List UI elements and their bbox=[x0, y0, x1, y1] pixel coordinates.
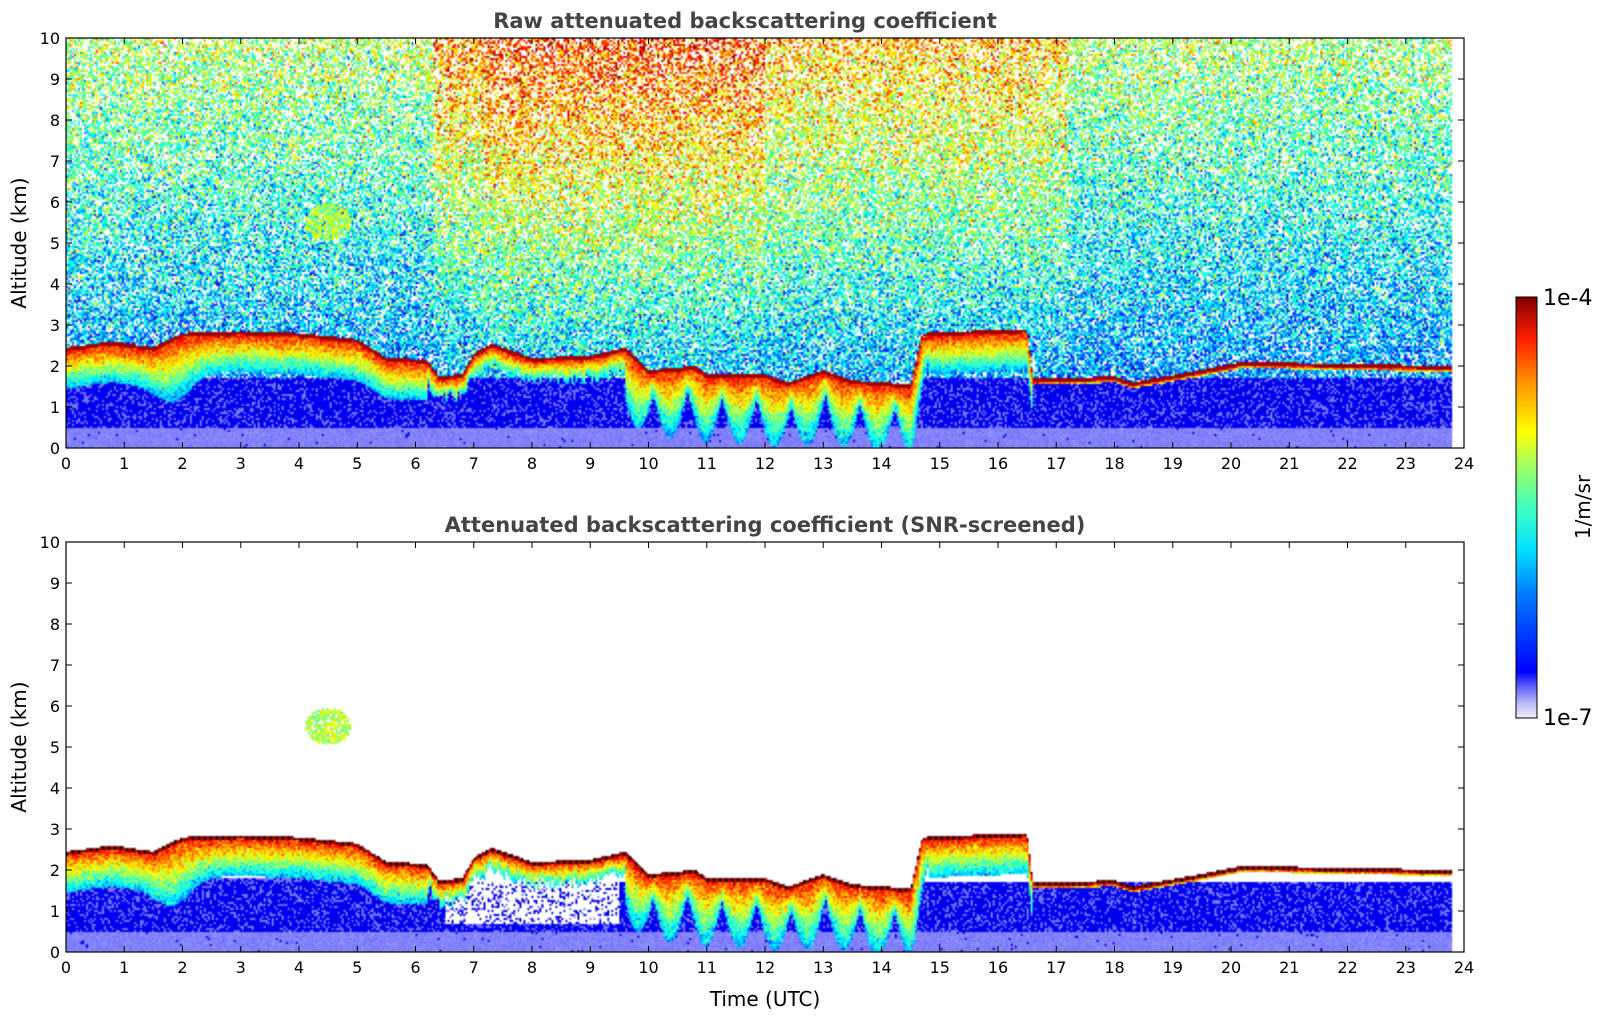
panel-screened: Attenuated backscattering coefficient (S… bbox=[7, 513, 1474, 1011]
colorbar: 1e-4 1e-7 1/m/sr bbox=[1515, 286, 1595, 731]
heatmap-raw bbox=[66, 38, 1464, 448]
x-tick-label: 23 bbox=[1396, 454, 1416, 473]
y-tick-label: 2 bbox=[50, 357, 60, 376]
x-tick-label: 2 bbox=[177, 454, 187, 473]
x-tick-label: 22 bbox=[1337, 958, 1357, 977]
y-tick-label: 6 bbox=[50, 697, 60, 716]
x-tick-label: 16 bbox=[988, 454, 1008, 473]
colorbar-unit-label: 1/m/sr bbox=[1571, 474, 1595, 539]
x-tick-label: 8 bbox=[527, 958, 537, 977]
x-tick-label: 11 bbox=[697, 454, 717, 473]
x-tick-label: 9 bbox=[585, 454, 595, 473]
panel-title-raw: Raw attenuated backscattering coefficien… bbox=[493, 9, 997, 33]
x-tick-label: 9 bbox=[585, 958, 595, 977]
x-tick-label: 19 bbox=[1163, 958, 1183, 977]
x-tick-label: 1 bbox=[119, 958, 129, 977]
heatmap-image-screened bbox=[66, 542, 1464, 952]
x-ticks-screened: 0 1 2 3 4 5 6 7 8 9 10 11 12 13 14 15 16 17 18 19 20 21 22 23 24 bbox=[61, 542, 1474, 977]
y-tick-label: 8 bbox=[50, 111, 60, 130]
y-tick-label: 7 bbox=[50, 152, 60, 171]
y-tick-label: 0 bbox=[50, 439, 60, 458]
x-tick-label: 7 bbox=[469, 454, 479, 473]
y-tick-label: 8 bbox=[50, 615, 60, 634]
x-tick-label: 13 bbox=[813, 454, 833, 473]
heatmap-screened bbox=[66, 542, 1464, 952]
x-tick-label: 8 bbox=[527, 454, 537, 473]
y-tick-label: 9 bbox=[50, 574, 60, 593]
x-tick-label: 14 bbox=[871, 958, 891, 977]
y-tick-label: 2 bbox=[50, 861, 60, 880]
y-tick-label: 6 bbox=[50, 193, 60, 212]
panel-title-screened: Attenuated backscattering coefficient (S… bbox=[445, 513, 1086, 537]
x-tick-label: 1 bbox=[119, 454, 129, 473]
x-tick-label: 12 bbox=[755, 958, 775, 977]
y-tick-label: 10 bbox=[40, 533, 60, 552]
x-tick-label: 5 bbox=[352, 454, 362, 473]
x-tick-label: 22 bbox=[1337, 454, 1357, 473]
x-tick-label: 4 bbox=[294, 454, 304, 473]
colorbar-gradient bbox=[1515, 296, 1538, 719]
x-tick-label: 19 bbox=[1163, 454, 1183, 473]
y-tick-label: 3 bbox=[50, 820, 60, 839]
colorbar-min-label: 1e-7 bbox=[1543, 706, 1592, 731]
x-tick-label: 15 bbox=[930, 958, 950, 977]
y-tick-label: 1 bbox=[50, 902, 60, 921]
y-tick-label: 0 bbox=[50, 943, 60, 962]
x-ticks-raw: 0 1 2 3 4 5 6 7 8 9 10 11 12 13 14 15 16 17 18 19 20 21 22 23 24 bbox=[61, 38, 1474, 473]
colorbar-max-label: 1e-4 bbox=[1543, 286, 1592, 311]
y-tick-label: 1 bbox=[50, 398, 60, 417]
x-tick-label: 13 bbox=[813, 958, 833, 977]
x-tick-label: 18 bbox=[1104, 454, 1124, 473]
x-tick-label: 4 bbox=[294, 958, 304, 977]
x-axis-label-time: Time (UTC) bbox=[709, 987, 821, 1011]
y-tick-label: 9 bbox=[50, 70, 60, 89]
x-tick-label: 6 bbox=[410, 454, 420, 473]
x-tick-label: 7 bbox=[469, 958, 479, 977]
x-tick-label: 24 bbox=[1454, 454, 1474, 473]
y-ticks-raw: 0 1 2 3 4 5 6 7 8 9 10 bbox=[40, 29, 1464, 458]
x-tick-label: 16 bbox=[988, 958, 1008, 977]
x-tick-label: 12 bbox=[755, 454, 775, 473]
x-tick-label: 14 bbox=[871, 454, 891, 473]
x-tick-label: 20 bbox=[1221, 454, 1241, 473]
y-ticks-screened: 0 1 2 3 4 5 6 7 8 9 10 bbox=[40, 533, 1464, 962]
y-tick-label: 10 bbox=[40, 29, 60, 48]
x-tick-label: 24 bbox=[1454, 958, 1474, 977]
x-tick-label: 21 bbox=[1279, 958, 1299, 977]
x-tick-label: 17 bbox=[1046, 958, 1066, 977]
y-tick-label: 4 bbox=[50, 275, 60, 294]
x-tick-label: 0 bbox=[61, 958, 71, 977]
x-tick-label: 17 bbox=[1046, 454, 1066, 473]
x-tick-label: 5 bbox=[352, 958, 362, 977]
x-tick-label: 6 bbox=[410, 958, 420, 977]
heatmap-image-raw bbox=[66, 38, 1464, 448]
x-tick-label: 3 bbox=[236, 454, 246, 473]
x-tick-label: 10 bbox=[638, 958, 658, 977]
y-tick-label: 5 bbox=[50, 234, 60, 253]
y-axis-label-screened: Altitude (km) bbox=[7, 681, 31, 812]
panel-raw: Raw attenuated backscattering coefficien… bbox=[7, 9, 1474, 473]
x-tick-label: 2 bbox=[177, 958, 187, 977]
x-tick-label: 21 bbox=[1279, 454, 1299, 473]
x-tick-label: 18 bbox=[1104, 958, 1124, 977]
x-tick-label: 23 bbox=[1396, 958, 1416, 977]
x-tick-label: 20 bbox=[1221, 958, 1241, 977]
x-tick-label: 3 bbox=[236, 958, 246, 977]
y-axis-label-raw: Altitude (km) bbox=[7, 177, 31, 308]
x-tick-label: 15 bbox=[930, 454, 950, 473]
y-tick-label: 3 bbox=[50, 316, 60, 335]
x-tick-label: 10 bbox=[638, 454, 658, 473]
y-tick-label: 5 bbox=[50, 738, 60, 757]
x-tick-label: 11 bbox=[697, 958, 717, 977]
y-tick-label: 4 bbox=[50, 779, 60, 798]
x-tick-label: 0 bbox=[61, 454, 71, 473]
y-tick-label: 7 bbox=[50, 656, 60, 675]
